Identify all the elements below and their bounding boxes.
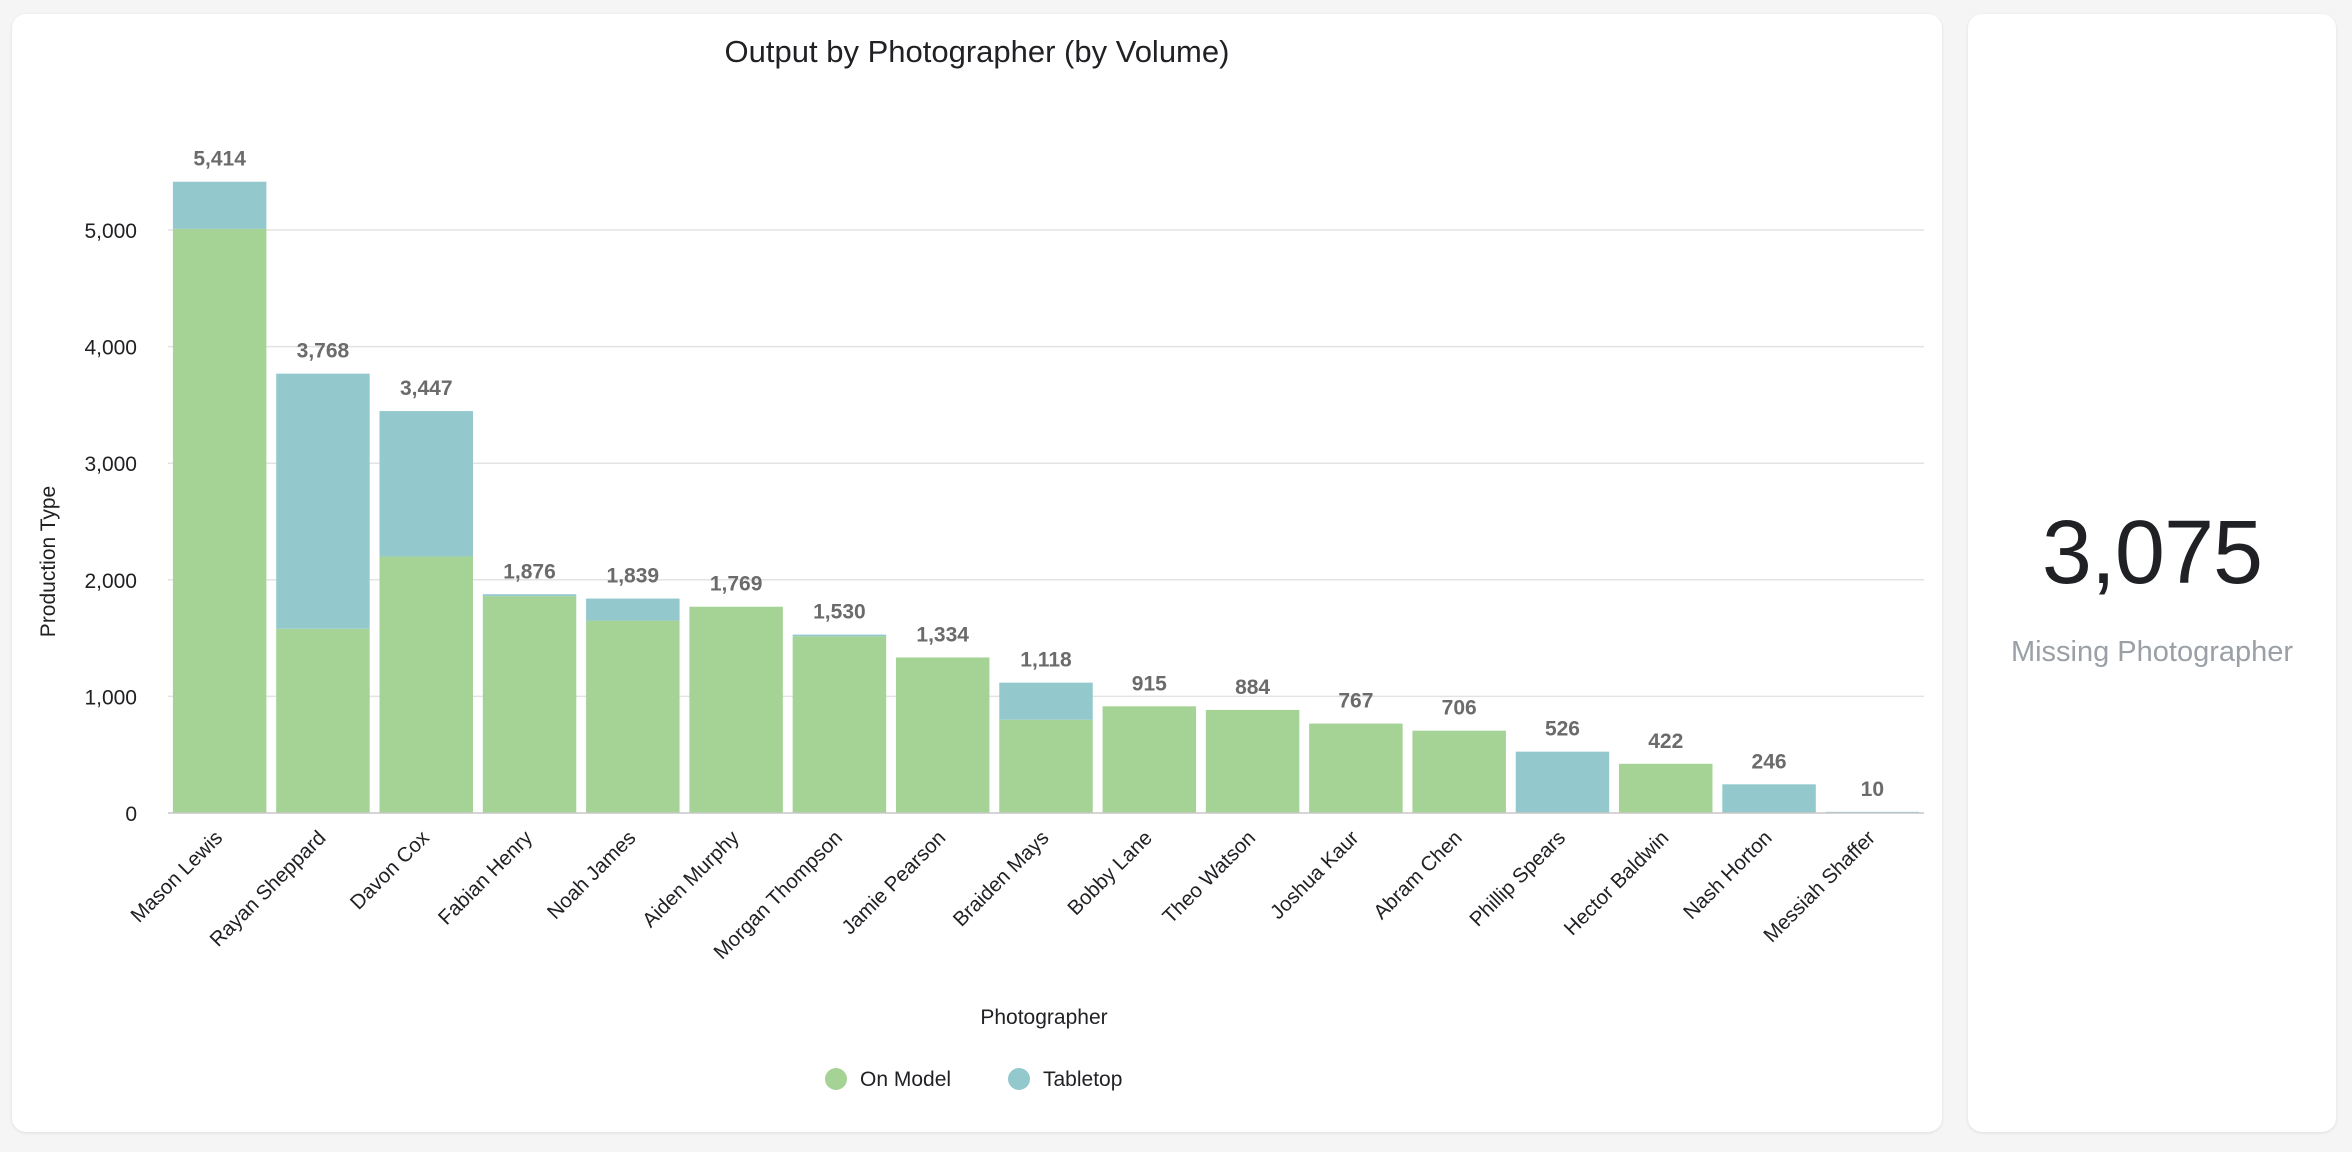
- legend-swatch: [825, 1068, 847, 1090]
- bar-segment-tabletop: [1515, 751, 1610, 813]
- x-tick-label: Abram Chen: [1369, 826, 1467, 924]
- y-tick-label: 2,000: [84, 570, 137, 593]
- bar-segment-on-model: [482, 596, 577, 813]
- bar-total-label: 1,530: [813, 601, 866, 624]
- y-tick-label: 1,000: [84, 686, 137, 709]
- bar-segment-on-model: [792, 636, 887, 813]
- bar-segment-tabletop: [1722, 784, 1816, 813]
- bar-segment-tabletop: [276, 373, 370, 629]
- bar-segment-on-model: [1619, 763, 1713, 813]
- x-tick-label: Jamie Pearson: [837, 826, 950, 939]
- chart-title: Output by Photographer (by Volume): [725, 34, 1230, 69]
- bar-segment-on-model: [999, 719, 1093, 813]
- bar-segment-on-model: [1412, 730, 1506, 813]
- x-tick-label: Davon Cox: [346, 826, 435, 915]
- x-tick-label: Braiden Mays: [949, 826, 1054, 931]
- bar-segment-tabletop: [999, 682, 1093, 720]
- y-tick-label: 4,000: [84, 337, 137, 360]
- y-axis-title: Production Type: [37, 486, 60, 637]
- y-tick-label: 0: [125, 803, 137, 826]
- bar-segment-on-model: [1205, 709, 1300, 813]
- x-tick-label: Noah James: [543, 826, 641, 924]
- bar-total-label: 915: [1132, 672, 1167, 695]
- bar-segment-tabletop: [172, 181, 267, 229]
- bar-total-label: 1,839: [607, 565, 660, 588]
- x-tick-label: Hector Baldwin: [1560, 826, 1674, 940]
- bar-segment-on-model: [276, 628, 370, 813]
- x-tick-label: Bobby Lane: [1063, 826, 1157, 920]
- bar-total-label: 767: [1338, 690, 1373, 713]
- bar-total-label: 526: [1545, 718, 1580, 741]
- stacked-bar-chart: Output by Photographer (by Volume) 0 1,000…: [37, 34, 1924, 1091]
- bar-total-label: 1,334: [916, 623, 969, 646]
- x-tick-label: Messiah Shaffer: [1759, 826, 1880, 947]
- legend-label: Tabletop: [1043, 1068, 1122, 1091]
- x-tick-label: Aiden Murphy: [638, 826, 744, 932]
- bar-total-label: 1,876: [503, 560, 556, 583]
- y-tick-label: 5,000: [84, 220, 137, 243]
- bar-total-label: 5,414: [193, 148, 246, 171]
- y-tick-label: 3,000: [84, 453, 137, 476]
- bar-segment-tabletop: [792, 634, 887, 637]
- x-tick-label: Joshua Kaur: [1266, 826, 1364, 924]
- bar-total-label: 1,769: [710, 573, 763, 596]
- bar-segment-on-model: [895, 657, 990, 813]
- bar-segment-on-model: [586, 620, 680, 813]
- x-tick-label: Fabian Henry: [434, 826, 538, 930]
- bar-total-label: 246: [1752, 750, 1787, 773]
- kpi-label: Missing Photographer: [2010, 636, 2294, 668]
- bar-total-label: 706: [1442, 697, 1477, 720]
- x-axis-title: Photographer: [980, 1006, 1107, 1029]
- kpi-card: 3,075 Missing Photographer: [1968, 14, 2336, 1132]
- x-tick-label: Mason Lewis: [126, 826, 227, 927]
- legend-swatch: [1008, 1068, 1030, 1090]
- bar-total-label: 884: [1235, 676, 1270, 699]
- bar-segment-tabletop: [482, 594, 577, 597]
- x-tick-label: Nash Horton: [1679, 826, 1777, 924]
- chart-card: Output by Photographer (by Volume) 0 1,000…: [12, 14, 1942, 1132]
- x-tick-label: Theo Watson: [1158, 826, 1260, 928]
- bar-segment-tabletop: [379, 411, 473, 557]
- bar-segment-on-model: [379, 556, 473, 813]
- kpi-value: 3,075: [2041, 503, 2263, 603]
- bar-segment-on-model: [689, 606, 783, 813]
- bar-segment-on-model: [172, 228, 267, 814]
- legend-label: On Model: [860, 1068, 951, 1091]
- bar-segment-on-model: [1102, 706, 1197, 813]
- bar-total-label: 3,447: [400, 377, 453, 400]
- bar-segment-on-model: [1309, 723, 1403, 813]
- bar-total-label: 3,768: [297, 340, 350, 363]
- bar-total-label: 422: [1648, 730, 1683, 753]
- bar-total-label: 10: [1861, 778, 1884, 801]
- x-tick-label: Phillip Spears: [1465, 826, 1570, 931]
- bar-total-label: 1,118: [1020, 649, 1072, 672]
- bar-segment-tabletop: [586, 598, 680, 621]
